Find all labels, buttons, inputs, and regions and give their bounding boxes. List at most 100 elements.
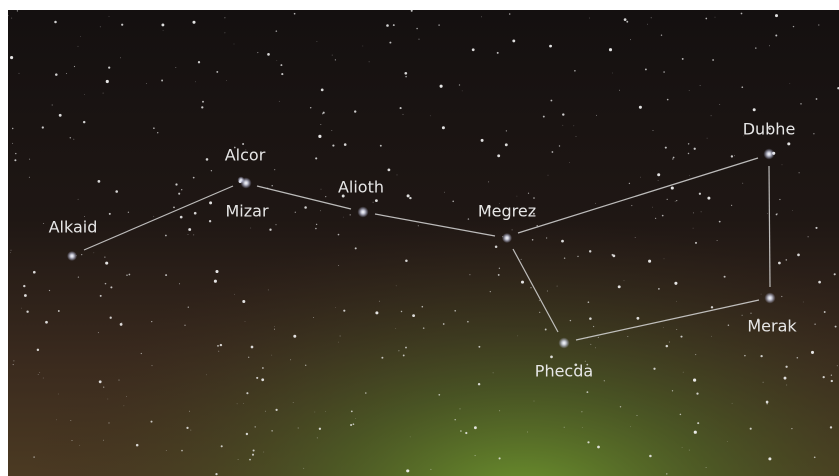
star	[765, 293, 776, 304]
background-star	[469, 274, 470, 275]
background-star	[800, 103, 801, 104]
background-star	[151, 321, 152, 322]
background-star	[70, 137, 71, 138]
background-star	[38, 374, 39, 375]
background-star	[595, 203, 596, 204]
background-star	[100, 26, 101, 27]
background-star	[355, 418, 356, 419]
background-star	[717, 240, 718, 241]
background-star	[33, 456, 34, 457]
background-star	[474, 426, 477, 429]
background-star	[589, 250, 591, 252]
background-star	[322, 113, 323, 114]
background-star	[14, 159, 16, 161]
background-star	[705, 18, 707, 20]
background-star	[128, 212, 129, 213]
background-star	[564, 427, 565, 428]
background-star	[343, 310, 345, 312]
background-star	[701, 211, 702, 212]
background-star	[744, 355, 746, 357]
background-star	[126, 274, 127, 275]
background-star	[118, 380, 119, 381]
background-star	[202, 101, 204, 103]
background-star	[676, 329, 677, 330]
background-star	[777, 213, 778, 214]
background-star	[83, 121, 85, 123]
background-star	[218, 351, 219, 352]
background-star	[56, 419, 57, 420]
background-star	[405, 76, 407, 78]
background-star	[293, 335, 296, 338]
background-star	[23, 285, 25, 287]
background-star	[332, 55, 333, 56]
background-star	[547, 290, 548, 291]
background-star	[161, 23, 164, 26]
background-star	[671, 186, 674, 189]
background-star	[33, 271, 36, 274]
background-star	[593, 326, 594, 327]
background-star	[59, 114, 62, 117]
background-star	[460, 430, 462, 432]
star-label: Phecda	[535, 362, 593, 381]
background-star	[550, 356, 553, 359]
background-star	[539, 300, 540, 301]
background-star	[814, 324, 815, 325]
background-star	[316, 41, 317, 42]
background-star	[73, 139, 74, 140]
star	[559, 338, 570, 349]
background-star	[782, 164, 783, 165]
background-star	[596, 115, 597, 116]
background-star	[256, 377, 258, 379]
background-star	[403, 354, 405, 356]
background-star	[39, 372, 40, 373]
background-star	[78, 199, 79, 200]
background-star	[693, 379, 696, 382]
background-star	[188, 228, 191, 231]
background-star	[43, 223, 44, 224]
background-star	[84, 94, 85, 95]
star-label: Dubhe	[743, 120, 796, 139]
background-star	[8, 15, 9, 16]
background-star	[100, 295, 102, 297]
background-star	[561, 240, 564, 243]
background-star	[305, 365, 306, 366]
background-star	[753, 108, 756, 111]
background-star	[517, 336, 518, 337]
background-star	[590, 344, 591, 345]
background-star	[350, 214, 351, 215]
background-star	[121, 24, 123, 26]
background-star	[509, 13, 511, 15]
background-star	[459, 84, 460, 85]
background-star	[527, 432, 528, 433]
background-star	[276, 60, 277, 61]
background-star	[816, 98, 818, 100]
background-star	[108, 66, 110, 68]
background-star	[10, 56, 13, 59]
background-star	[79, 445, 80, 446]
background-star	[688, 143, 689, 144]
background-star	[562, 113, 564, 115]
background-star	[276, 30, 278, 32]
background-star	[587, 441, 589, 443]
background-star	[680, 336, 682, 338]
background-star	[192, 21, 195, 24]
background-star	[124, 405, 125, 406]
background-star	[13, 360, 14, 361]
background-star	[460, 408, 461, 409]
background-star	[658, 288, 660, 290]
background-star	[454, 419, 455, 420]
background-star	[577, 256, 578, 257]
background-star	[146, 83, 147, 84]
background-star	[430, 115, 431, 116]
background-star	[630, 426, 631, 427]
background-star	[803, 302, 804, 303]
star	[764, 149, 775, 160]
star-label: Alioth	[338, 178, 384, 197]
background-star	[335, 59, 336, 60]
background-star	[54, 21, 57, 24]
background-star	[404, 72, 407, 75]
background-star	[274, 169, 275, 170]
background-star	[664, 258, 665, 259]
background-star	[181, 189, 182, 190]
background-star	[188, 234, 189, 235]
